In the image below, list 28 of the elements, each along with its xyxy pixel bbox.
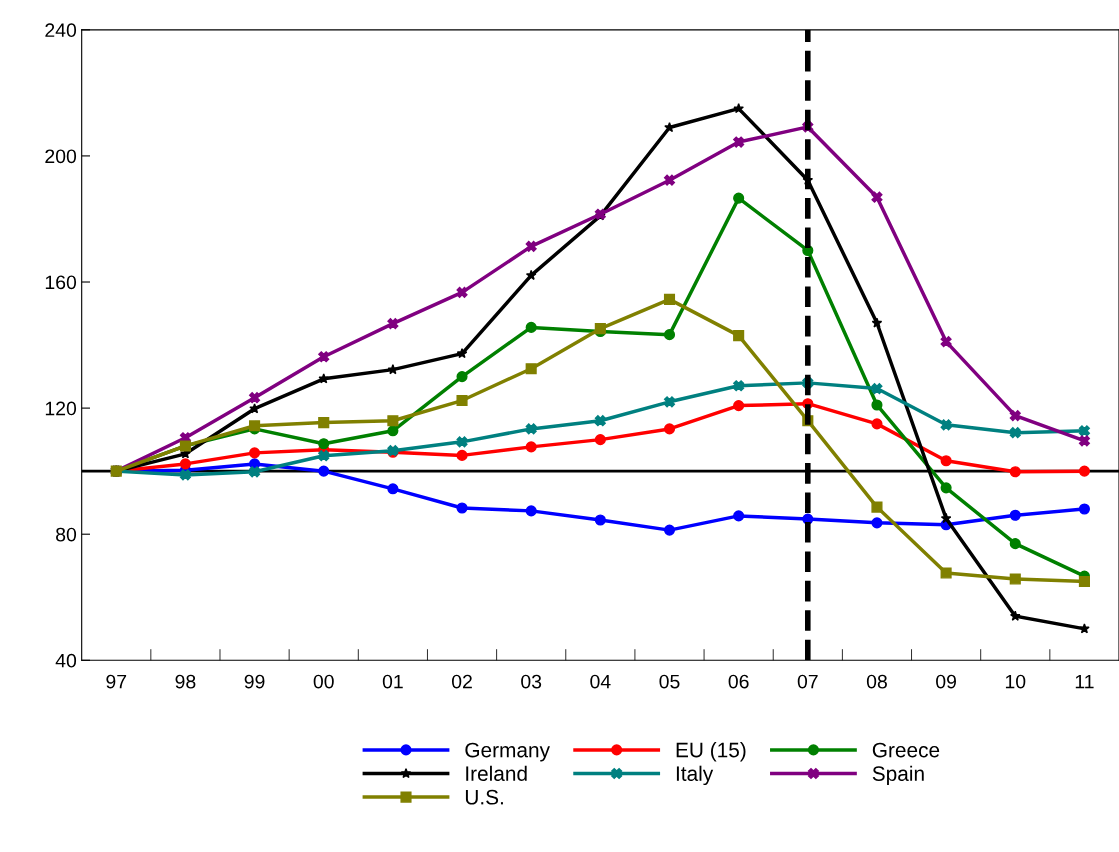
legend-label: Spain bbox=[872, 765, 924, 786]
y-tick-label: 160 bbox=[45, 275, 77, 290]
x-tick-label: 07 bbox=[797, 674, 818, 689]
x-tick-label: 03 bbox=[521, 674, 542, 689]
x-tick-label: 97 bbox=[106, 674, 127, 689]
x-tick-label: 02 bbox=[451, 674, 472, 689]
x-tick-label: 01 bbox=[382, 674, 403, 689]
y-tick-label: 200 bbox=[45, 149, 77, 164]
x-tick-label: 08 bbox=[866, 674, 887, 689]
x-tick-label: 11 bbox=[1075, 674, 1094, 689]
x-tick-label: 06 bbox=[728, 674, 749, 689]
y-tick-label: 40 bbox=[55, 653, 77, 668]
y-tick-label: 80 bbox=[56, 527, 77, 542]
legend-label: Italy bbox=[676, 765, 714, 786]
legend-label: Germany bbox=[465, 742, 550, 762]
x-tick-label: 00 bbox=[313, 674, 334, 689]
x-tick-label: 04 bbox=[590, 674, 611, 689]
x-tick-label: 10 bbox=[1005, 674, 1026, 689]
legend-label: Ireland bbox=[466, 765, 527, 781]
legend-label: EU (15) bbox=[676, 742, 746, 762]
y-tick-label: 120 bbox=[45, 401, 77, 416]
y-tick-label: 240 bbox=[45, 23, 77, 38]
legend-label: Greece bbox=[872, 742, 940, 758]
x-tick-label: 09 bbox=[936, 674, 957, 689]
legend-label: U.S. bbox=[465, 789, 503, 805]
x-tick-label: 05 bbox=[659, 674, 680, 689]
x-tick-label: 99 bbox=[244, 674, 265, 689]
x-tick-label: 98 bbox=[175, 674, 196, 689]
